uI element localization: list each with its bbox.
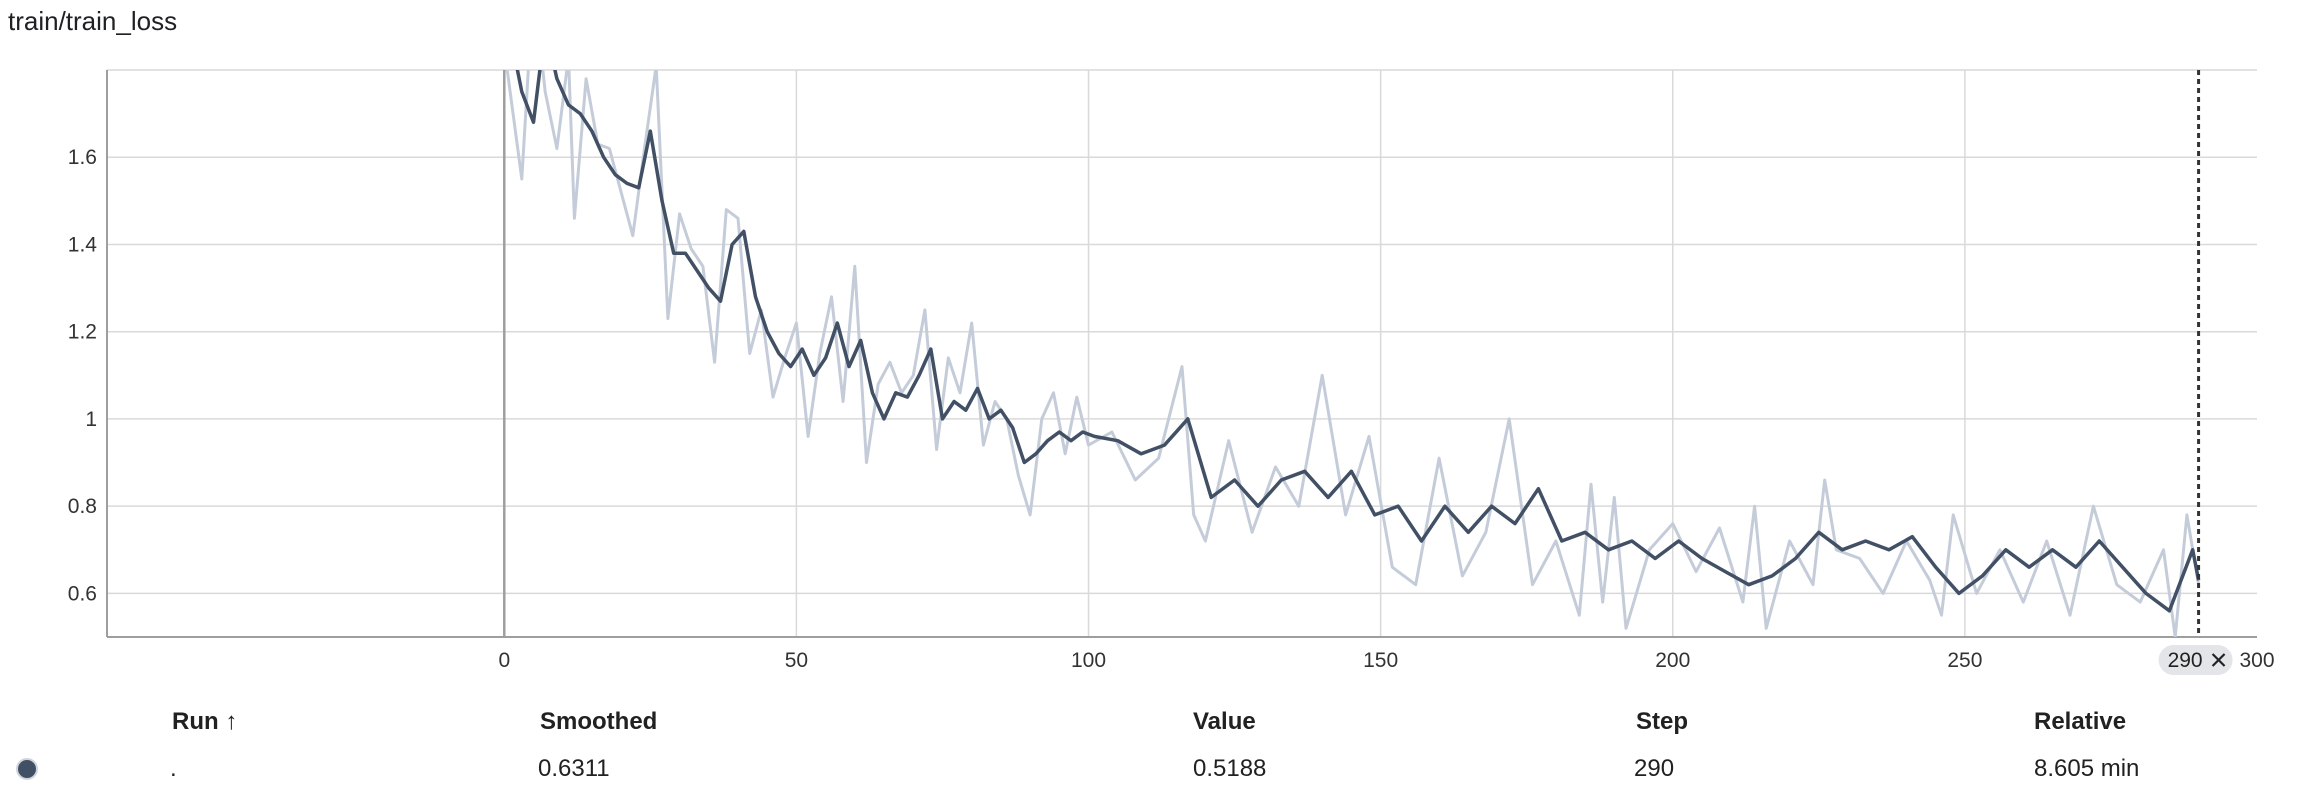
hover-indicator[interactable]: 290 bbox=[2158, 70, 2233, 675]
header-smoothed: Smoothed bbox=[540, 708, 658, 735]
cell-step: 290 bbox=[1634, 755, 1675, 782]
header-run[interactable]: Run ↑ bbox=[172, 708, 238, 735]
header-step: Step bbox=[1636, 708, 1689, 735]
hover-step-badge[interactable] bbox=[2158, 645, 2233, 675]
smoothed-series bbox=[515, 70, 2201, 613]
y-tick-label: 1 bbox=[85, 408, 97, 431]
chart-title: train/train_loss bbox=[8, 6, 178, 36]
x-tick-label: 300 bbox=[2239, 649, 2274, 672]
hover-step-badge-label: 290 bbox=[2168, 649, 2203, 672]
y-tick-label: 1.2 bbox=[68, 321, 97, 344]
loss-chart[interactable]: 290 0.6 0.8 1 1.2 1.4 1.6 0 50 100 150 200 250 300 bbox=[0, 0, 2298, 690]
tick-labels: 0.6 0.8 1 1.2 1.4 1.6 0 50 100 150 200 250 300 bbox=[68, 146, 2275, 672]
y-tick-label: 1.6 bbox=[68, 146, 97, 169]
header-relative: Relative bbox=[2034, 708, 2127, 735]
cell-smoothed: 0.6311 bbox=[538, 755, 610, 782]
run-color-dot[interactable] bbox=[16, 758, 38, 780]
run-table: Run ↑ Smoothed Value Step Relative . 0.6… bbox=[0, 700, 2298, 790]
x-tick-label: 250 bbox=[1947, 649, 1982, 672]
y-tick-label: 0.6 bbox=[68, 582, 97, 605]
y-tick-label: 0.8 bbox=[68, 495, 97, 518]
axes bbox=[106, 70, 2257, 638]
y-tick-label: 1.4 bbox=[68, 233, 98, 256]
x-tick-label: 200 bbox=[1655, 649, 1690, 672]
x-tick-label: 0 bbox=[498, 649, 510, 672]
cell-value: 0.5188 bbox=[1193, 755, 1267, 782]
cell-relative: 8.605 min bbox=[2034, 755, 2140, 782]
raw-line bbox=[505, 70, 2201, 637]
smoothed-line bbox=[515, 70, 2201, 613]
cell-run-name: . bbox=[170, 755, 177, 782]
x-tick-label: 100 bbox=[1071, 649, 1106, 672]
header-value: Value bbox=[1193, 708, 1256, 735]
grid-lines bbox=[107, 69, 2257, 637]
close-icon[interactable] bbox=[2211, 653, 2226, 667]
x-tick-label: 150 bbox=[1363, 649, 1398, 672]
x-tick-label: 50 bbox=[785, 649, 808, 672]
raw-series bbox=[505, 70, 2201, 637]
